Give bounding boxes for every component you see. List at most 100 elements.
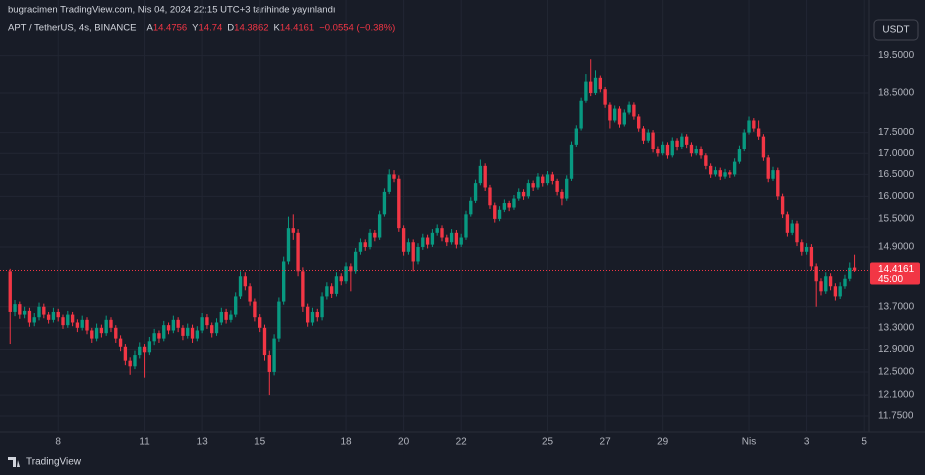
candle-body	[800, 242, 804, 252]
currency-button[interactable]	[873, 19, 919, 41]
x-tick-label: 3	[804, 437, 810, 448]
candle-body	[469, 200, 473, 215]
candle-body	[521, 191, 526, 197]
x-tick-label: 18	[340, 437, 352, 448]
candle-body	[617, 108, 622, 125]
candle-body	[531, 183, 535, 188]
candle-body	[598, 77, 602, 90]
candle-body	[142, 346, 147, 353]
candle-body	[205, 317, 209, 326]
candle-body	[392, 174, 396, 179]
candle-body	[229, 314, 233, 320]
candle-body	[699, 149, 703, 156]
brand-logo	[8, 457, 20, 467]
candle-body	[157, 333, 161, 339]
ohlc-label: Y	[192, 23, 199, 34]
candle-body	[732, 161, 737, 175]
candle-body	[785, 214, 790, 233]
candle-body	[843, 278, 847, 287]
candle-body	[493, 205, 497, 219]
candle-body	[737, 149, 742, 162]
candle-body	[804, 247, 809, 252]
published-note: bugracimen TradingView.com, Nis 04, 2024…	[8, 5, 336, 16]
candle-body	[243, 276, 247, 287]
candle-body	[637, 116, 641, 129]
candle-body	[603, 89, 607, 105]
candle-body	[459, 237, 463, 245]
candle-body	[584, 81, 588, 101]
change: −0.0554 (−0.38%)	[319, 23, 395, 34]
candle-body	[579, 100, 583, 129]
candle-body	[440, 228, 444, 238]
candle-body	[305, 306, 310, 323]
candle-body	[8, 271, 12, 312]
candle-body	[454, 232, 459, 245]
candle-body	[90, 330, 94, 339]
candle-body	[42, 306, 46, 315]
y-tick-label: 18.5000	[878, 88, 915, 99]
candle-body	[162, 325, 166, 339]
candle-body	[756, 128, 761, 137]
candle-body	[622, 112, 626, 125]
candle-body	[75, 322, 80, 328]
candle-body	[171, 319, 176, 331]
candle-body	[382, 191, 387, 215]
candle-body	[133, 355, 137, 367]
candle-body	[85, 319, 89, 331]
candle-body	[680, 136, 684, 147]
candle-body	[473, 183, 478, 201]
x-tick-label: 20	[398, 437, 410, 448]
last-price-box	[870, 262, 920, 285]
y-tick-label: 13.7000	[878, 301, 915, 312]
y-tick-label: 16.0000	[878, 191, 915, 202]
candle-body	[824, 276, 828, 292]
candle-body	[339, 276, 343, 282]
candle-body	[723, 172, 727, 177]
candle-body	[608, 104, 612, 121]
candle-body	[517, 191, 521, 199]
candle-body	[349, 266, 353, 272]
x-tick-label: 8	[55, 437, 61, 448]
candle-body	[613, 108, 617, 121]
candle-body	[272, 338, 276, 372]
candle-body	[37, 306, 41, 318]
y-tick-label: 16.5000	[878, 169, 915, 180]
candle-body	[200, 317, 204, 331]
candle-body	[397, 178, 401, 229]
candle-body	[214, 322, 219, 334]
candle-body	[114, 327, 118, 339]
candle-body	[262, 327, 267, 356]
candle-body	[325, 286, 329, 297]
candle-body	[809, 247, 814, 267]
candle-body	[550, 174, 555, 181]
candle-body	[526, 183, 531, 197]
candle-body	[70, 314, 75, 323]
candle-body	[430, 232, 435, 245]
candle-body	[353, 251, 358, 272]
candle-body	[118, 338, 123, 347]
candle-body	[334, 276, 339, 294]
candle-body	[401, 228, 406, 252]
candle-body	[66, 314, 70, 326]
candle-body	[694, 149, 698, 154]
x-tick-label: Nis	[742, 437, 756, 448]
ohlc-label: A	[146, 23, 153, 34]
candle-body	[555, 180, 559, 192]
candle-body	[147, 341, 152, 353]
y-tick-label: 12.9000	[878, 344, 915, 355]
candle-body	[728, 172, 732, 175]
candle-body	[358, 242, 363, 252]
candle-body	[435, 228, 439, 233]
candle-body	[61, 317, 65, 326]
candle-body	[670, 140, 674, 156]
candle-body	[589, 81, 593, 94]
candle-body	[234, 296, 238, 315]
symbol-title: APT / TetherUS, 4s, BINANCE	[8, 23, 136, 34]
currency[interactable]: USDT	[882, 25, 909, 36]
brand: TradingView	[26, 457, 82, 468]
candle-body	[684, 136, 689, 145]
candle-body	[22, 310, 27, 315]
x-tick-label: 25	[542, 437, 554, 448]
candle-body	[253, 301, 257, 318]
